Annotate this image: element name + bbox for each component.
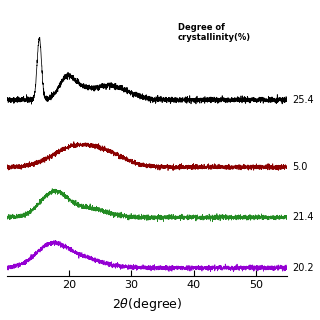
Text: 5.0: 5.0 bbox=[292, 162, 308, 172]
X-axis label: $2\theta$(degree): $2\theta$(degree) bbox=[112, 296, 182, 313]
Text: 25.4: 25.4 bbox=[292, 95, 314, 105]
Text: 21.4: 21.4 bbox=[292, 212, 314, 222]
Text: 20.2: 20.2 bbox=[292, 263, 314, 273]
Text: Degree of
crystallinity(%): Degree of crystallinity(%) bbox=[178, 23, 251, 42]
